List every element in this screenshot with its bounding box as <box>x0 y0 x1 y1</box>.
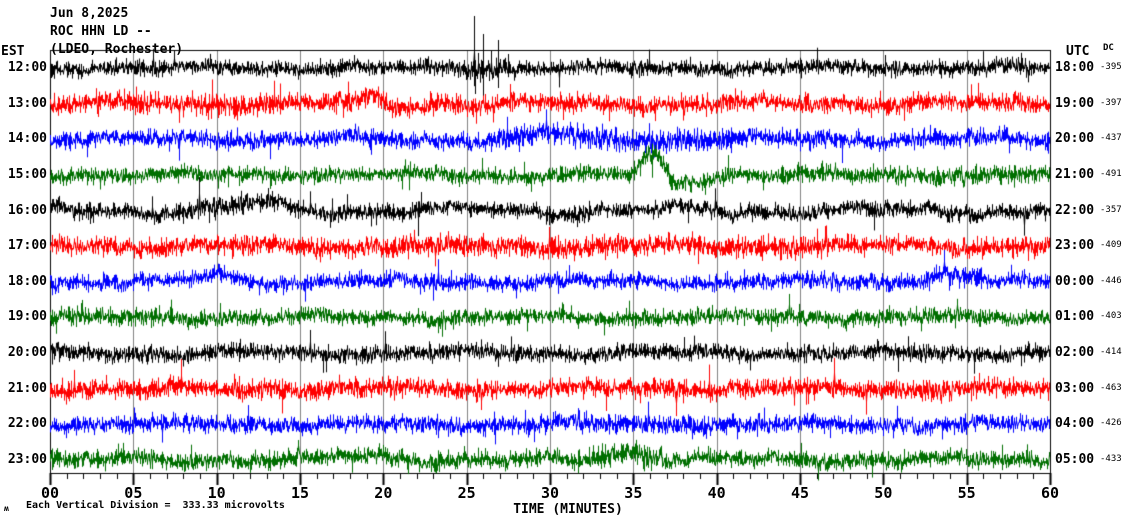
est-time-label: 20:00 <box>7 345 47 361</box>
est-time-label: 23:00 <box>7 452 47 467</box>
dc-value: -446 <box>1100 275 1122 286</box>
x-tick-label: 10 <box>207 484 226 502</box>
x-tick-label: 40 <box>707 484 726 502</box>
x-tick-label: 50 <box>874 484 893 502</box>
utc-time-label: 18:00 <box>1055 60 1095 75</box>
dc-value: -463 <box>1100 382 1122 393</box>
x-tick-label: 05 <box>124 484 143 502</box>
x-axis-title: TIME (MINUTES) <box>513 502 623 517</box>
utc-time-label: 01:00 <box>1055 309 1095 325</box>
dc-value: -491 <box>1100 168 1122 179</box>
est-time-label: 19:00 <box>7 309 47 325</box>
x-tick-label: 15 <box>290 484 310 502</box>
utc-time-label: 03:00 <box>1055 380 1095 396</box>
dc-value: -426 <box>1100 418 1122 429</box>
title-date: Jun 8,2025 <box>50 6 129 21</box>
dc-value: -395 <box>1100 62 1122 72</box>
est-time-label: 14:00 <box>7 131 47 147</box>
utc-time-label: 21:00 <box>1055 166 1095 182</box>
x-tick-label: 20 <box>374 484 393 502</box>
x-tick-label: 25 <box>457 484 476 502</box>
title-network: (LDEO, Rochester) <box>50 42 184 57</box>
utc-time-label: 20:00 <box>1055 131 1095 147</box>
est-time-label: 22:00 <box>7 416 47 432</box>
left-timezone-header: EST <box>1 44 25 59</box>
dc-value: -414 <box>1100 347 1122 358</box>
est-time-label: 17:00 <box>7 238 47 254</box>
utc-time-label: 23:00 <box>1055 238 1095 254</box>
utc-time-label: 02:00 <box>1055 345 1095 361</box>
vertical-scale-note: Each Vertical Division = 333.33 microvol… <box>26 500 285 511</box>
est-time-label: 16:00 <box>7 202 47 218</box>
utc-time-label: 05:00 <box>1055 452 1095 467</box>
dc-value: -403 <box>1100 311 1122 322</box>
x-tick-label: 35 <box>624 484 643 502</box>
est-time-label: 21:00 <box>7 380 47 396</box>
dc-column-header: DC <box>1103 43 1114 53</box>
x-tick-label: 55 <box>957 484 976 502</box>
utc-time-label: 19:00 <box>1055 95 1095 111</box>
est-time-label: 12:00 <box>7 60 47 75</box>
x-tick-label: 60 <box>1040 484 1060 502</box>
est-time-label: 15:00 <box>7 166 47 182</box>
utc-time-label: 00:00 <box>1055 273 1095 289</box>
utc-time-label: 22:00 <box>1055 202 1095 218</box>
dc-value: -437 <box>1100 133 1122 144</box>
dc-value: -357 <box>1100 204 1122 215</box>
title-station: ROC HHN LD -- <box>50 24 152 39</box>
dc-value: -433 <box>1100 454 1122 464</box>
x-tick-label: 30 <box>540 484 560 502</box>
utc-time-label: 04:00 <box>1055 416 1095 432</box>
x-tick-label: 00 <box>40 484 60 502</box>
est-time-label: 13:00 <box>7 95 47 111</box>
right-timezone-header: UTC <box>1066 44 1090 59</box>
dc-value: -397 <box>1100 97 1122 108</box>
title-block: Jun 8,2025 ROC HHN LD -- (LDEO, Rocheste… <box>50 6 183 60</box>
dc-value: -409 <box>1100 240 1122 251</box>
corner-mark: ʍ <box>4 504 9 513</box>
x-tick-label: 45 <box>790 484 810 502</box>
est-time-label: 18:00 <box>7 273 47 289</box>
